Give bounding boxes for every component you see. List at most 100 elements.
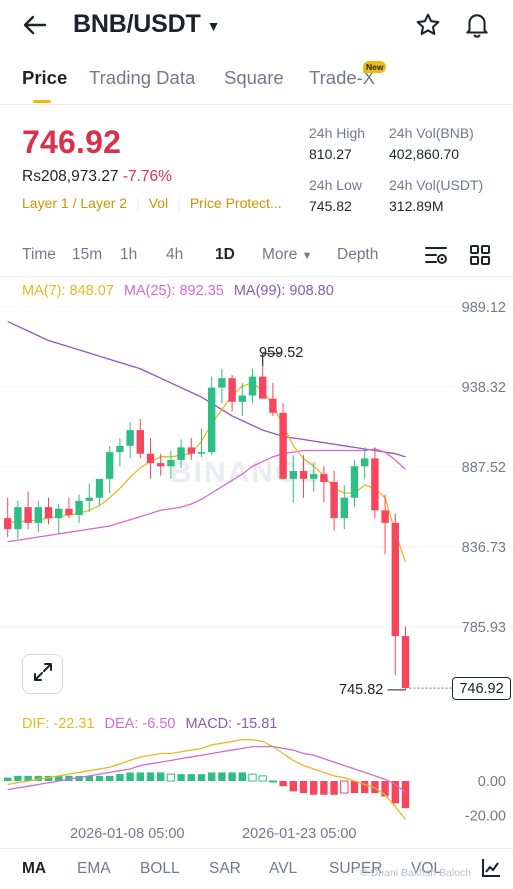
macd-bar	[126, 772, 134, 782]
indicator-boll[interactable]: BOLL	[140, 860, 180, 877]
candle-body	[310, 474, 318, 479]
ma99-legend: MA(99): 908.80	[233, 283, 334, 299]
tag-separator: |	[177, 195, 181, 211]
macd-bar	[177, 774, 185, 782]
candle-body	[218, 378, 226, 388]
candle-body	[187, 447, 195, 454]
tab-trade-x[interactable]: Trade-X	[309, 67, 376, 88]
layout-grid-icon[interactable]	[469, 244, 491, 271]
candle	[340, 485, 348, 530]
candle	[381, 494, 389, 555]
indicator-settings-icon[interactable]	[480, 857, 502, 884]
fiat-price: Rs208,973.27	[22, 168, 119, 185]
depth-tab[interactable]: Depth	[337, 246, 379, 263]
macd-bar	[350, 781, 359, 794]
price-axis-label: 785.93	[462, 620, 506, 636]
indicator-sar[interactable]: SAR	[209, 860, 241, 877]
macd-bar	[187, 774, 195, 782]
candle	[310, 463, 318, 492]
candle-body	[340, 497, 348, 519]
arrow-left-icon[interactable]	[22, 12, 48, 43]
macd-bar	[136, 772, 144, 782]
low-label: 24h Low	[309, 177, 362, 193]
vol-base-value: 402,860.70	[389, 146, 460, 162]
candle-body	[126, 430, 134, 446]
candle-body	[238, 395, 246, 402]
macd-bar	[238, 772, 246, 782]
candle-body	[350, 466, 359, 498]
candle-body	[65, 508, 73, 516]
macd-bar	[310, 781, 318, 795]
price-axis-label: 887.52	[462, 460, 506, 476]
fullscreen-button[interactable]	[22, 654, 63, 694]
tag-layer[interactable]: Layer 1 / Layer 2	[22, 195, 128, 211]
macd-bar	[391, 781, 399, 804]
pair-title: BNB/USDT	[73, 10, 201, 38]
candle	[320, 466, 328, 503]
tag-vol[interactable]: Vol	[148, 195, 169, 211]
vol-quote-label: 24h Vol(USDT)	[389, 177, 484, 193]
candle-body	[299, 470, 308, 479]
macd-bar	[24, 775, 32, 782]
candle	[197, 428, 206, 457]
candle	[208, 376, 216, 456]
dif-legend: DIF: -22.31	[22, 716, 95, 732]
candle	[95, 478, 104, 506]
credit-watermark: © Dhani Bakhsh Baloch	[360, 867, 472, 879]
divider	[0, 104, 513, 105]
macd-bar	[371, 781, 379, 794]
candle-body	[55, 508, 63, 519]
macd-bar	[14, 775, 22, 782]
macd-bar	[157, 772, 165, 782]
candle	[350, 459, 359, 508]
high-label: 24h High	[309, 125, 366, 141]
indicator-ema[interactable]: EMA	[77, 860, 111, 877]
interval-1h[interactable]: 1h	[120, 246, 138, 263]
active-tab-indicator	[33, 100, 51, 103]
candle	[361, 447, 369, 479]
macd-bar	[116, 774, 124, 782]
star-outline-icon[interactable]	[415, 12, 441, 43]
candle-body	[269, 398, 277, 413]
indicator-vol[interactable]: VOL	[411, 860, 443, 877]
candle-body	[85, 497, 93, 501]
interval-1d[interactable]: 1D	[215, 246, 235, 263]
candle-body	[279, 412, 287, 479]
divider	[0, 276, 513, 277]
tab-trading-data[interactable]: Trading Data	[89, 67, 196, 88]
bell-icon[interactable]	[464, 11, 490, 44]
interval-more[interactable]: More ▼	[262, 246, 313, 264]
candle-body	[24, 507, 32, 523]
tab-square[interactable]: Square	[224, 67, 284, 88]
tab-price[interactable]: Price	[22, 67, 68, 88]
indicator-ma[interactable]: MA	[22, 860, 47, 877]
candle	[146, 437, 155, 479]
indicator-avl[interactable]: AVL	[269, 860, 298, 877]
price-marks	[262, 353, 452, 691]
macd-bar	[146, 772, 155, 782]
interval-15m[interactable]: 15m	[72, 246, 103, 263]
pair-selector[interactable]: BNB/USDT ▼	[73, 10, 220, 39]
candle	[248, 368, 257, 404]
candle-body	[136, 430, 144, 454]
interval-time[interactable]: Time	[22, 246, 56, 263]
chart-settings-icon[interactable]	[424, 244, 448, 271]
candle-body	[361, 458, 369, 467]
candle-body	[248, 376, 257, 396]
candle	[177, 439, 185, 468]
candle-body	[116, 445, 124, 453]
candle-body	[14, 507, 22, 530]
candle-body	[34, 507, 42, 523]
dea-line	[7, 745, 406, 793]
vol-base-label: 24h Vol(BNB)	[389, 125, 474, 141]
interval-4h[interactable]: 4h	[166, 246, 184, 263]
candle-body	[146, 453, 155, 464]
candle	[44, 497, 53, 525]
tag-price-protect[interactable]: Price Protect...	[189, 195, 282, 211]
macd-bar	[401, 781, 410, 809]
candle-body	[4, 518, 12, 530]
indicator-super[interactable]: SUPER	[329, 860, 383, 877]
candle	[75, 494, 83, 523]
macd-axis-label: 0.00	[478, 774, 506, 790]
